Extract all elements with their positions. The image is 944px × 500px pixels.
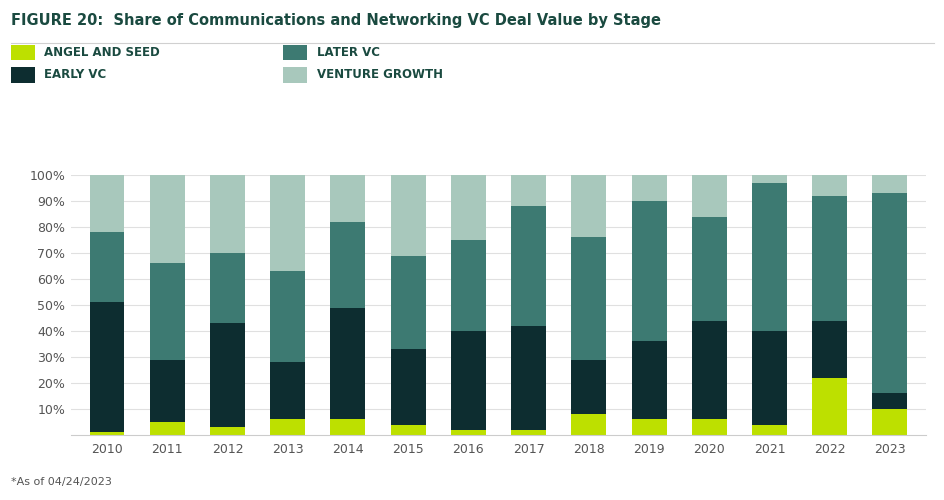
Bar	[812, 175, 847, 196]
Bar	[871, 394, 906, 409]
Bar	[210, 253, 244, 323]
Text: VENTURE GROWTH: VENTURE GROWTH	[316, 68, 442, 82]
Bar	[90, 302, 125, 432]
Bar	[450, 175, 485, 240]
Bar	[330, 222, 365, 308]
Bar	[511, 206, 546, 326]
Text: EARLY VC: EARLY VC	[44, 68, 107, 82]
Bar	[751, 424, 786, 435]
Bar	[571, 175, 606, 238]
Bar	[210, 175, 244, 253]
Bar	[571, 238, 606, 360]
Bar	[691, 216, 726, 320]
Bar	[330, 175, 365, 222]
Bar	[511, 430, 546, 435]
Bar	[812, 320, 847, 378]
Bar	[571, 414, 606, 435]
Bar	[149, 264, 184, 360]
Bar	[871, 193, 906, 394]
Bar	[149, 360, 184, 422]
Bar	[631, 175, 666, 201]
Text: LATER VC: LATER VC	[316, 46, 379, 59]
Bar	[631, 201, 666, 342]
Bar	[751, 183, 786, 331]
Text: FIGURE 20:  Share of Communications and Networking VC Deal Value by Stage: FIGURE 20: Share of Communications and N…	[11, 12, 661, 28]
Bar	[871, 409, 906, 435]
Bar	[90, 232, 125, 302]
Bar	[149, 175, 184, 264]
Text: ANGEL AND SEED: ANGEL AND SEED	[44, 46, 160, 59]
Bar	[751, 331, 786, 424]
Bar	[812, 196, 847, 320]
Bar	[90, 175, 125, 232]
Bar	[571, 360, 606, 414]
Bar	[270, 420, 305, 435]
Bar	[270, 362, 305, 420]
Bar	[871, 175, 906, 193]
Bar	[450, 430, 485, 435]
Bar	[390, 256, 425, 349]
Bar	[450, 240, 485, 331]
Bar	[691, 420, 726, 435]
Bar	[210, 427, 244, 435]
Bar	[751, 175, 786, 183]
Bar	[691, 320, 726, 420]
Bar	[270, 271, 305, 362]
Bar	[390, 175, 425, 256]
Bar	[210, 323, 244, 427]
Bar	[812, 378, 847, 435]
Bar	[631, 342, 666, 419]
Bar	[511, 175, 546, 206]
Bar	[691, 175, 726, 216]
Bar	[330, 420, 365, 435]
Bar	[149, 422, 184, 435]
Text: *As of 04/24/2023: *As of 04/24/2023	[11, 478, 112, 488]
Bar	[511, 326, 546, 430]
Bar	[90, 432, 125, 435]
Bar	[631, 420, 666, 435]
Bar	[450, 331, 485, 430]
Bar	[390, 349, 425, 424]
Bar	[390, 424, 425, 435]
Bar	[270, 175, 305, 271]
Bar	[330, 308, 365, 420]
